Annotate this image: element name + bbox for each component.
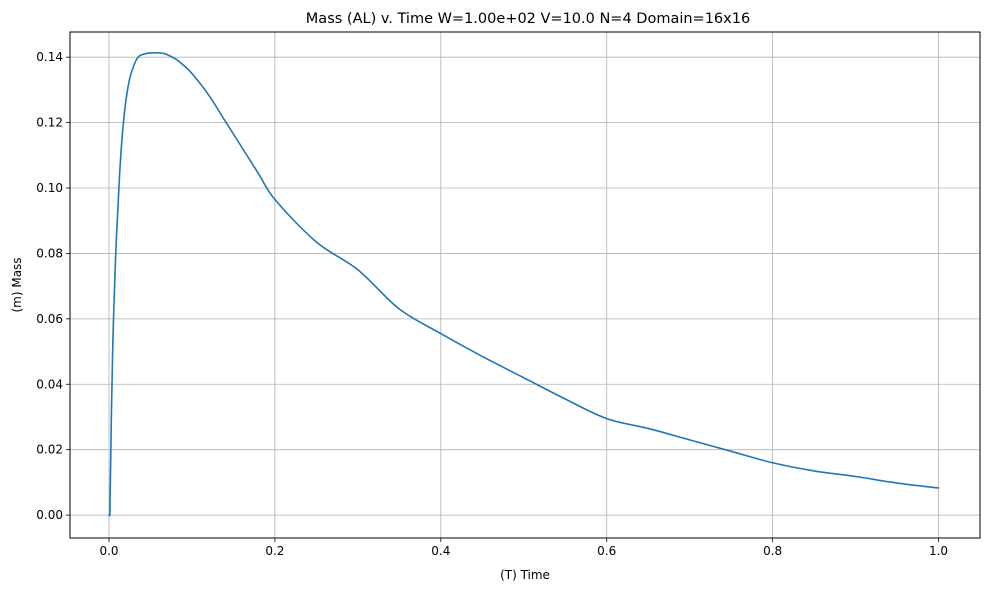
y-tick-label: 0.02 [36,443,63,457]
y-tick-label: 0.10 [36,181,63,195]
x-tick-label: 1.0 [929,544,948,558]
plot-frame [69,31,981,539]
series-line [108,51,940,517]
x-tick-label: 0.8 [763,544,782,558]
y-tick-label: 0.12 [36,116,63,130]
chart-title: Mass (AL) v. Time W=1.00e+02 V=10.0 N=4 … [306,11,750,27]
series-line-group [108,51,940,517]
y-tick-label: 0.14 [36,50,63,64]
y-tick-label: 0.06 [36,312,63,326]
y-tick-label: 0.04 [36,377,63,391]
y-tick-label: 0.00 [36,508,63,522]
x-tick-label: 0.2 [265,544,284,558]
ticks: 0.0 0.2 0.4 0.6 0.8 1.0 0.00 0.02 0.04 0.06 0.08 0.… [36,50,948,558]
x-tick-label: 0.6 [597,544,616,558]
y-tick-label: 0.08 [36,246,63,260]
x-axis-label: (T) Time [500,568,550,582]
x-tick-label: 0.4 [431,544,450,558]
y-axis-label: (m) Mass [10,257,24,312]
x-tick-label: 0.0 [99,544,118,558]
grid [70,32,980,538]
